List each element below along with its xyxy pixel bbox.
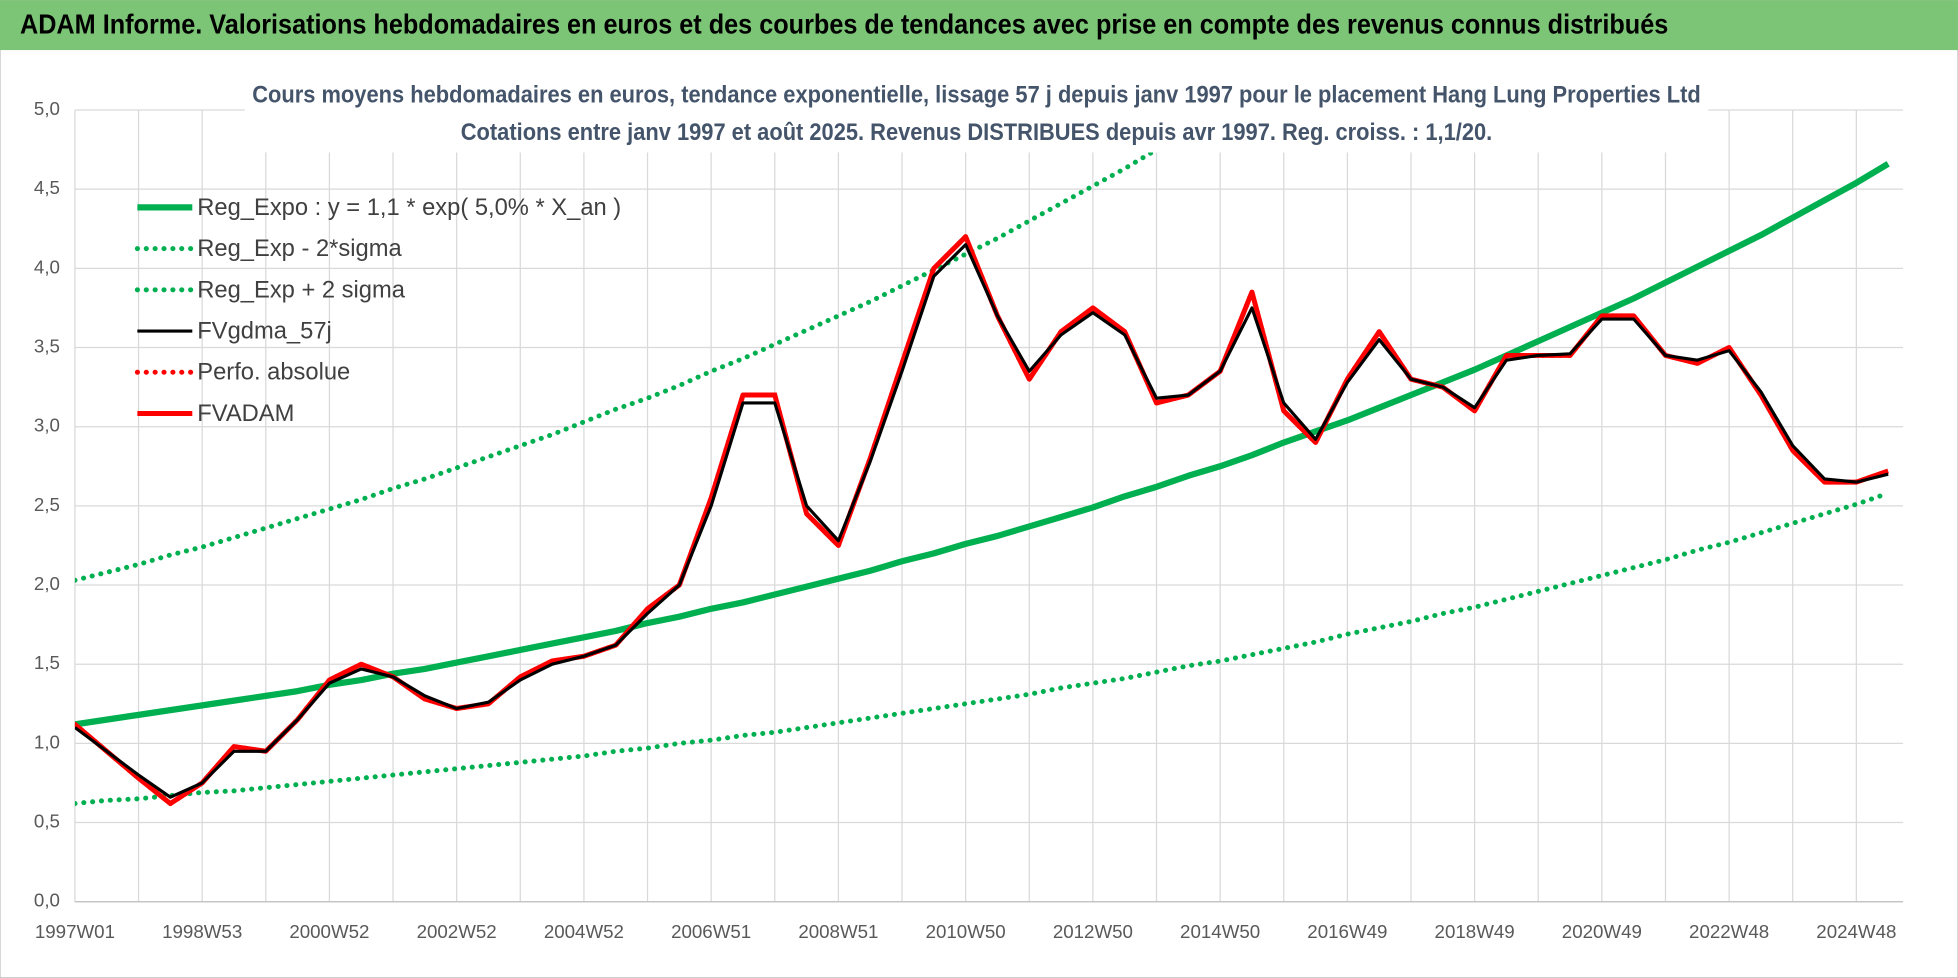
title-box — [244, 77, 1709, 153]
legend-label: Reg_Exp - 2*sigma — [197, 236, 402, 262]
legend-label: Perfo. absolue — [197, 360, 350, 386]
series-line — [74, 490, 1891, 807]
x-tick-label: 2012W50 — [1053, 921, 1133, 942]
y-tick-label: 4,0 — [34, 256, 60, 277]
y-tick-label: 3,5 — [34, 335, 60, 356]
y-tick-label: 2,0 — [34, 573, 60, 594]
y-tick-label: 5,0 — [34, 98, 60, 119]
series-line — [74, 243, 1889, 799]
x-tick-label: 2004W52 — [544, 921, 624, 942]
series-line — [74, 161, 1890, 728]
x-tick-label: 2010W50 — [926, 921, 1006, 942]
x-tick-label: 2002W52 — [417, 921, 497, 942]
x-tick-label: 1998W53 — [162, 921, 242, 942]
legend: Reg_Expo : y = 1,1 * exp( 5,0% * X_an ) R… — [134, 195, 621, 427]
grid: 0,0 0,5 1,0 1,5 2,0 2,5 3,0 3,5 4,0 4,5 5,0 1997W01… — [34, 98, 1904, 942]
y-tick-label: 1,0 — [34, 731, 60, 752]
x-tick-label: 1997W01 — [35, 921, 115, 942]
y-tick-label: 3,0 — [34, 415, 60, 436]
x-tick-label: 2016W49 — [1307, 921, 1387, 942]
legend-label: Reg_Expo : y = 1,1 * exp( 5,0% * X_an ) — [197, 195, 621, 221]
x-tick-label: 2020W49 — [1562, 921, 1642, 942]
x-tick-label: 2000W52 — [289, 921, 369, 942]
x-tick-label: 2022W48 — [1689, 921, 1769, 942]
x-tick-label: 2008W51 — [798, 921, 878, 942]
legend-label: Reg_Exp + 2 sigma — [197, 277, 405, 303]
header-title: ADAM Informe. Valorisations hebdomadaire… — [20, 9, 1668, 40]
x-tick-label: 2014W50 — [1180, 921, 1260, 942]
x-tick-label: 2024W48 — [1816, 921, 1896, 942]
y-tick-label: 1,5 — [34, 652, 60, 673]
y-tick-label: 2,5 — [34, 494, 60, 515]
y-tick-label: 4,5 — [34, 177, 60, 198]
chart-title: Cours moyens hebdomadaires en euros, ten… — [252, 83, 1701, 109]
chart-subtitle: Cotations entre janv 1997 et août 2025. … — [461, 120, 1492, 146]
legend-label: FVADAM — [197, 401, 294, 427]
series-line — [74, 107, 1232, 583]
series-group — [74, 107, 1891, 807]
header-bar — [0, 0, 1958, 51]
x-tick-label: 2018W49 — [1435, 921, 1515, 942]
legend-label: FVgdma_57j — [197, 319, 331, 345]
y-tick-label: 0,5 — [34, 810, 60, 831]
x-tick-label: 2006W51 — [671, 921, 751, 942]
y-tick-label: 0,0 — [34, 890, 60, 911]
